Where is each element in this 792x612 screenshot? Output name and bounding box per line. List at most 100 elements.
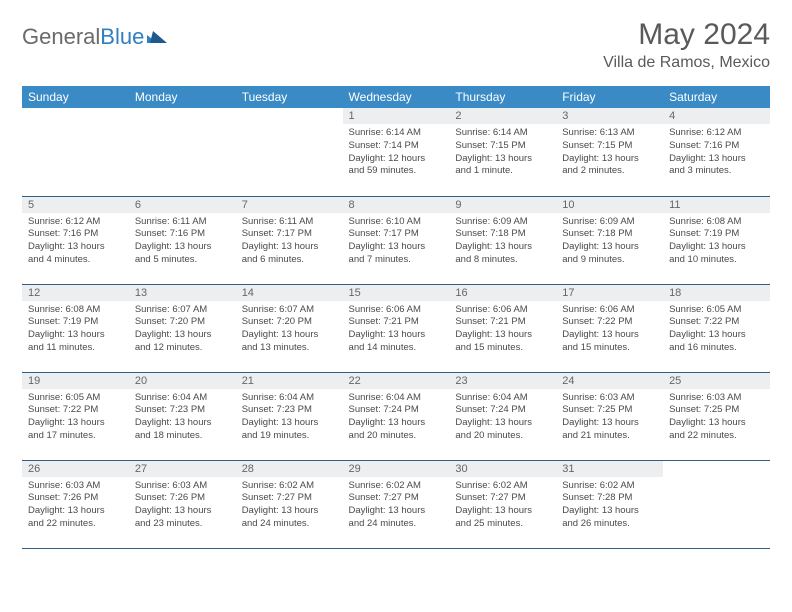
daylight-line: Daylight: 13 hours and 6 minutes. bbox=[242, 241, 337, 267]
calendar-cell: 10Sunrise: 6:09 AMSunset: 7:18 PMDayligh… bbox=[556, 196, 663, 284]
calendar-cell: 31Sunrise: 6:02 AMSunset: 7:28 PMDayligh… bbox=[556, 460, 663, 548]
day-number: 6 bbox=[129, 197, 236, 213]
calendar-cell: 21Sunrise: 6:04 AMSunset: 7:23 PMDayligh… bbox=[236, 372, 343, 460]
sunrise-line: Sunrise: 6:08 AM bbox=[28, 304, 123, 317]
day-number: 20 bbox=[129, 373, 236, 389]
calendar-cell: 18Sunrise: 6:05 AMSunset: 7:22 PMDayligh… bbox=[663, 284, 770, 372]
col-saturday: Saturday bbox=[663, 86, 770, 108]
daylight-line: Daylight: 13 hours and 20 minutes. bbox=[349, 417, 444, 443]
day-details: Sunrise: 6:12 AMSunset: 7:16 PMDaylight:… bbox=[663, 124, 770, 182]
col-thursday: Thursday bbox=[449, 86, 556, 108]
day-number: 16 bbox=[449, 285, 556, 301]
day-details: Sunrise: 6:08 AMSunset: 7:19 PMDaylight:… bbox=[22, 301, 129, 359]
logo-text-general: General bbox=[22, 24, 100, 50]
header: GeneralBlue May 2024 Villa de Ramos, Mex… bbox=[22, 18, 770, 72]
daylight-line: Daylight: 13 hours and 4 minutes. bbox=[28, 241, 123, 267]
day-number: 3 bbox=[556, 108, 663, 124]
sunset-line: Sunset: 7:21 PM bbox=[349, 316, 444, 329]
daylight-line: Daylight: 13 hours and 1 minute. bbox=[455, 153, 550, 179]
day-details: Sunrise: 6:07 AMSunset: 7:20 PMDaylight:… bbox=[129, 301, 236, 359]
sunset-line: Sunset: 7:16 PM bbox=[135, 228, 230, 241]
day-details: Sunrise: 6:12 AMSunset: 7:16 PMDaylight:… bbox=[22, 213, 129, 271]
daylight-line: Daylight: 13 hours and 13 minutes. bbox=[242, 329, 337, 355]
calendar-cell: 11Sunrise: 6:08 AMSunset: 7:19 PMDayligh… bbox=[663, 196, 770, 284]
day-number: 1 bbox=[343, 108, 450, 124]
sunrise-line: Sunrise: 6:12 AM bbox=[669, 127, 764, 140]
daylight-line: Daylight: 13 hours and 19 minutes. bbox=[242, 417, 337, 443]
sunrise-line: Sunrise: 6:03 AM bbox=[28, 480, 123, 493]
day-number: 25 bbox=[663, 373, 770, 389]
day-details: Sunrise: 6:04 AMSunset: 7:24 PMDaylight:… bbox=[343, 389, 450, 447]
sunrise-line: Sunrise: 6:04 AM bbox=[455, 392, 550, 405]
sunrise-line: Sunrise: 6:06 AM bbox=[455, 304, 550, 317]
calendar-cell: 27Sunrise: 6:03 AMSunset: 7:26 PMDayligh… bbox=[129, 460, 236, 548]
sunset-line: Sunset: 7:19 PM bbox=[28, 316, 123, 329]
col-sunday: Sunday bbox=[22, 86, 129, 108]
day-number: 17 bbox=[556, 285, 663, 301]
day-details: Sunrise: 6:04 AMSunset: 7:23 PMDaylight:… bbox=[129, 389, 236, 447]
sunset-line: Sunset: 7:21 PM bbox=[455, 316, 550, 329]
day-details: Sunrise: 6:06 AMSunset: 7:21 PMDaylight:… bbox=[343, 301, 450, 359]
sunset-line: Sunset: 7:17 PM bbox=[242, 228, 337, 241]
sunset-line: Sunset: 7:22 PM bbox=[562, 316, 657, 329]
daylight-line: Daylight: 13 hours and 10 minutes. bbox=[669, 241, 764, 267]
day-details: Sunrise: 6:07 AMSunset: 7:20 PMDaylight:… bbox=[236, 301, 343, 359]
day-number: 21 bbox=[236, 373, 343, 389]
sunrise-line: Sunrise: 6:02 AM bbox=[242, 480, 337, 493]
day-number: 31 bbox=[556, 461, 663, 477]
sunrise-line: Sunrise: 6:09 AM bbox=[562, 216, 657, 229]
sunrise-line: Sunrise: 6:09 AM bbox=[455, 216, 550, 229]
sunrise-line: Sunrise: 6:04 AM bbox=[135, 392, 230, 405]
calendar-cell: 12Sunrise: 6:08 AMSunset: 7:19 PMDayligh… bbox=[22, 284, 129, 372]
sunrise-line: Sunrise: 6:07 AM bbox=[242, 304, 337, 317]
day-number: 15 bbox=[343, 285, 450, 301]
day-number: 19 bbox=[22, 373, 129, 389]
day-number: 2 bbox=[449, 108, 556, 124]
day-details: Sunrise: 6:06 AMSunset: 7:22 PMDaylight:… bbox=[556, 301, 663, 359]
calendar-cell: 25Sunrise: 6:03 AMSunset: 7:25 PMDayligh… bbox=[663, 372, 770, 460]
calendar-week-row: 1Sunrise: 6:14 AMSunset: 7:14 PMDaylight… bbox=[22, 108, 770, 196]
calendar-cell: 6Sunrise: 6:11 AMSunset: 7:16 PMDaylight… bbox=[129, 196, 236, 284]
calendar-cell: 19Sunrise: 6:05 AMSunset: 7:22 PMDayligh… bbox=[22, 372, 129, 460]
calendar-cell: 7Sunrise: 6:11 AMSunset: 7:17 PMDaylight… bbox=[236, 196, 343, 284]
daylight-line: Daylight: 13 hours and 14 minutes. bbox=[349, 329, 444, 355]
day-details: Sunrise: 6:02 AMSunset: 7:27 PMDaylight:… bbox=[343, 477, 450, 535]
calendar-cell: 14Sunrise: 6:07 AMSunset: 7:20 PMDayligh… bbox=[236, 284, 343, 372]
daylight-line: Daylight: 13 hours and 5 minutes. bbox=[135, 241, 230, 267]
sunset-line: Sunset: 7:24 PM bbox=[455, 404, 550, 417]
day-details: Sunrise: 6:13 AMSunset: 7:15 PMDaylight:… bbox=[556, 124, 663, 182]
day-details: Sunrise: 6:02 AMSunset: 7:27 PMDaylight:… bbox=[449, 477, 556, 535]
calendar-cell bbox=[129, 108, 236, 196]
daylight-line: Daylight: 13 hours and 9 minutes. bbox=[562, 241, 657, 267]
day-number: 9 bbox=[449, 197, 556, 213]
calendar-cell bbox=[236, 108, 343, 196]
calendar-week-row: 26Sunrise: 6:03 AMSunset: 7:26 PMDayligh… bbox=[22, 460, 770, 548]
sunset-line: Sunset: 7:20 PM bbox=[242, 316, 337, 329]
day-number: 29 bbox=[343, 461, 450, 477]
sunset-line: Sunset: 7:15 PM bbox=[562, 140, 657, 153]
daylight-line: Daylight: 13 hours and 2 minutes. bbox=[562, 153, 657, 179]
calendar-cell: 29Sunrise: 6:02 AMSunset: 7:27 PMDayligh… bbox=[343, 460, 450, 548]
daylight-line: Daylight: 13 hours and 7 minutes. bbox=[349, 241, 444, 267]
day-number: 30 bbox=[449, 461, 556, 477]
calendar-cell: 22Sunrise: 6:04 AMSunset: 7:24 PMDayligh… bbox=[343, 372, 450, 460]
col-monday: Monday bbox=[129, 86, 236, 108]
calendar-cell: 8Sunrise: 6:10 AMSunset: 7:17 PMDaylight… bbox=[343, 196, 450, 284]
sunrise-line: Sunrise: 6:03 AM bbox=[669, 392, 764, 405]
logo-text-blue: Blue bbox=[100, 24, 144, 50]
day-number: 18 bbox=[663, 285, 770, 301]
daylight-line: Daylight: 13 hours and 15 minutes. bbox=[455, 329, 550, 355]
day-number: 28 bbox=[236, 461, 343, 477]
day-number: 11 bbox=[663, 197, 770, 213]
calendar-week-row: 19Sunrise: 6:05 AMSunset: 7:22 PMDayligh… bbox=[22, 372, 770, 460]
sunrise-line: Sunrise: 6:14 AM bbox=[349, 127, 444, 140]
sunrise-line: Sunrise: 6:12 AM bbox=[28, 216, 123, 229]
sunset-line: Sunset: 7:24 PM bbox=[349, 404, 444, 417]
sunset-line: Sunset: 7:25 PM bbox=[562, 404, 657, 417]
calendar-cell bbox=[22, 108, 129, 196]
daylight-line: Daylight: 13 hours and 22 minutes. bbox=[28, 505, 123, 531]
day-number: 10 bbox=[556, 197, 663, 213]
day-number: 8 bbox=[343, 197, 450, 213]
calendar-week-row: 5Sunrise: 6:12 AMSunset: 7:16 PMDaylight… bbox=[22, 196, 770, 284]
daylight-line: Daylight: 13 hours and 23 minutes. bbox=[135, 505, 230, 531]
